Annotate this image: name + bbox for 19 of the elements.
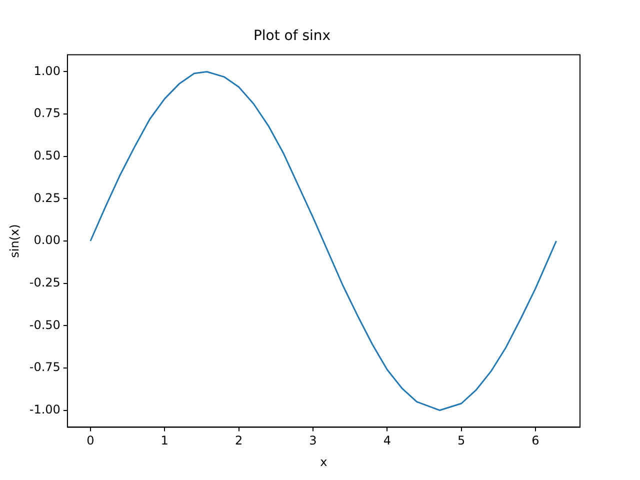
x-tick-label: 6 [532,434,540,448]
x-tick-label: 4 [383,434,391,448]
x-tick-label: 1 [160,434,168,448]
x-tick-label: 2 [234,434,243,448]
y-tick-label: -0.25 [29,275,60,290]
x-axis-title: x [320,454,328,469]
y-tick-label: 0.25 [34,190,60,205]
chart-title: Plot of sinx [253,28,331,44]
y-tick-label: 0.00 [34,233,60,248]
x-tick-label: 3 [309,434,317,448]
x-tick-label: 0 [86,434,94,448]
y-tick-label: -1.00 [29,402,60,416]
y-tick-label: 1.00 [34,64,60,78]
y-axis-title: sin(x) [7,224,22,258]
y-tick-label: -0.75 [29,360,60,374]
y-tick-label: -0.50 [29,318,60,332]
y-tick-label: 0.50 [34,148,60,162]
x-tick-label: 5 [458,434,466,448]
y-tick-label: 0.75 [34,106,60,120]
